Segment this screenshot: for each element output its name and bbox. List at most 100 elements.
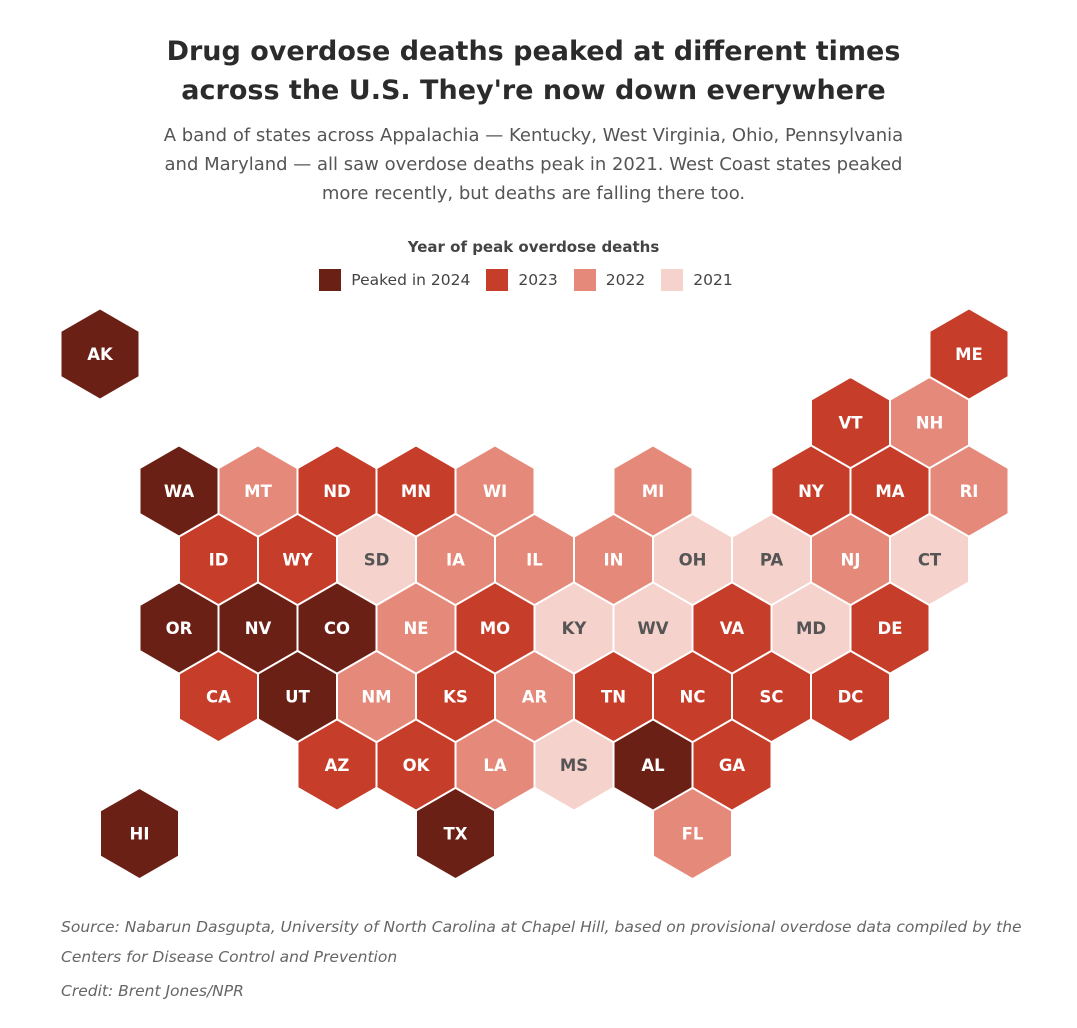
state-label-ok: OK — [403, 756, 431, 775]
state-label-la: LA — [483, 756, 507, 775]
state-hex-sc — [732, 650, 811, 743]
legend-title: Year of peak overdose deaths — [407, 238, 660, 256]
state-tile-ks: KS — [416, 650, 495, 743]
state-tile-vt: VT — [811, 376, 890, 469]
state-label-va: VA — [720, 619, 745, 638]
state-tile-in: IN — [574, 513, 653, 606]
state-tile-ms: MS — [534, 719, 614, 811]
state-hex-pa — [732, 513, 811, 606]
state-label-ct: CT — [918, 551, 942, 570]
state-hex-nc — [653, 650, 732, 743]
state-tile-tn: TN — [574, 650, 653, 743]
state-hex-md — [771, 582, 851, 674]
state-label-ak: AK — [87, 345, 114, 364]
state-label-nd: ND — [323, 482, 351, 501]
state-hex-tx — [416, 787, 495, 880]
state-tile-ne: NE — [376, 582, 456, 674]
state-hex-ok — [376, 719, 456, 811]
state-tile-wa: WA — [139, 445, 219, 537]
state-label-wa: WA — [164, 482, 194, 501]
state-hex-de — [850, 582, 930, 674]
title-line-2: across the U.S. They're now down everywh… — [181, 75, 886, 106]
state-label-ut: UT — [285, 688, 310, 707]
state-label-ri: RI — [960, 482, 979, 501]
state-label-ky: KY — [562, 619, 588, 638]
state-tile-dc: DC — [811, 650, 890, 743]
state-tile-or: OR — [139, 582, 219, 674]
state-hex-mn — [376, 445, 456, 537]
state-hex-co — [297, 582, 377, 674]
state-hex-vt — [811, 376, 890, 469]
state-hex-ga — [692, 719, 772, 811]
state-label-id: ID — [209, 551, 229, 570]
state-tile-pa: PA — [732, 513, 811, 606]
state-label-mo: MO — [480, 619, 510, 638]
state-label-ms: MS — [560, 756, 588, 775]
state-hex-ky — [534, 582, 614, 674]
state-hex-ut — [258, 650, 337, 743]
title-line-1: Drug overdose deaths peaked at different… — [166, 36, 901, 67]
state-hex-ks — [416, 650, 495, 743]
state-tile-sc: SC — [732, 650, 811, 743]
state-tile-il: IL — [495, 513, 574, 606]
legend: Peaked in 2024 2023 2022 2021 — [0, 269, 1052, 291]
state-label-nm: NM — [361, 688, 391, 707]
state-label-ma: MA — [875, 482, 904, 501]
state-label-al: AL — [641, 756, 665, 775]
state-hex-nh — [890, 376, 969, 469]
state-hex-mt — [218, 445, 298, 537]
state-label-vt: VT — [838, 414, 863, 433]
credit-note: Credit: Brent Jones/NPR — [61, 982, 244, 1000]
state-label-or: OR — [166, 619, 193, 638]
state-label-nc: NC — [680, 688, 706, 707]
state-tile-wy: WY — [258, 513, 337, 606]
legend-item-2023: 2023 — [486, 269, 558, 291]
state-tile-co: CO — [297, 582, 377, 674]
state-label-ga: GA — [719, 756, 746, 775]
state-tile-la: LA — [455, 719, 535, 811]
state-tile-ok: OK — [376, 719, 456, 811]
state-tile-ar: AR — [495, 650, 574, 743]
state-hex-or — [139, 582, 219, 674]
state-hex-al — [613, 719, 693, 811]
state-label-pa: PA — [760, 551, 784, 570]
state-tile-oh: OH — [653, 513, 732, 606]
state-label-ar: AR — [522, 688, 548, 707]
state-label-mt: MT — [244, 482, 272, 501]
state-label-tx: TX — [444, 825, 468, 844]
state-label-me: ME — [955, 345, 983, 364]
state-label-ne: NE — [403, 619, 428, 638]
state-hex-in — [574, 513, 653, 606]
state-label-nh: NH — [916, 414, 944, 433]
state-tile-sd: SD — [337, 513, 416, 606]
state-hex-nj — [811, 513, 890, 606]
chart-subtitle: A band of states across Appalachia — Ken… — [163, 125, 904, 204]
state-label-de: DE — [878, 619, 903, 638]
state-label-nv: NV — [245, 619, 272, 638]
state-tile-id: ID — [179, 513, 258, 606]
state-label-ca: CA — [206, 688, 231, 707]
state-hex-ar — [495, 650, 574, 743]
legend-item-2024: Peaked in 2024 — [319, 269, 470, 291]
state-tile-va: VA — [692, 582, 772, 674]
state-tile-ma: MA — [850, 445, 930, 537]
legend-swatch-2022 — [573, 269, 596, 291]
legend-swatch-2023 — [486, 269, 509, 291]
state-hex-ny — [771, 445, 851, 537]
state-label-sc: SC — [760, 688, 784, 707]
state-hex-mo — [455, 582, 535, 674]
state-tile-mo: MO — [455, 582, 535, 674]
state-label-ks: KS — [443, 688, 468, 707]
source-note: Source: Nabarun Dasgupta, University of … — [61, 918, 1022, 966]
state-hex-fl — [653, 787, 732, 880]
state-tile-ky: KY — [534, 582, 614, 674]
state-tile-al: AL — [613, 719, 693, 811]
state-label-oh: OH — [679, 551, 707, 570]
state-hex-la — [455, 719, 535, 811]
state-hex-ne — [376, 582, 456, 674]
state-label-az: AZ — [325, 756, 350, 775]
state-tile-de: DE — [850, 582, 930, 674]
state-hex-ct — [890, 513, 969, 606]
state-tile-mn: MN — [376, 445, 456, 537]
state-hex-me — [929, 308, 1009, 400]
